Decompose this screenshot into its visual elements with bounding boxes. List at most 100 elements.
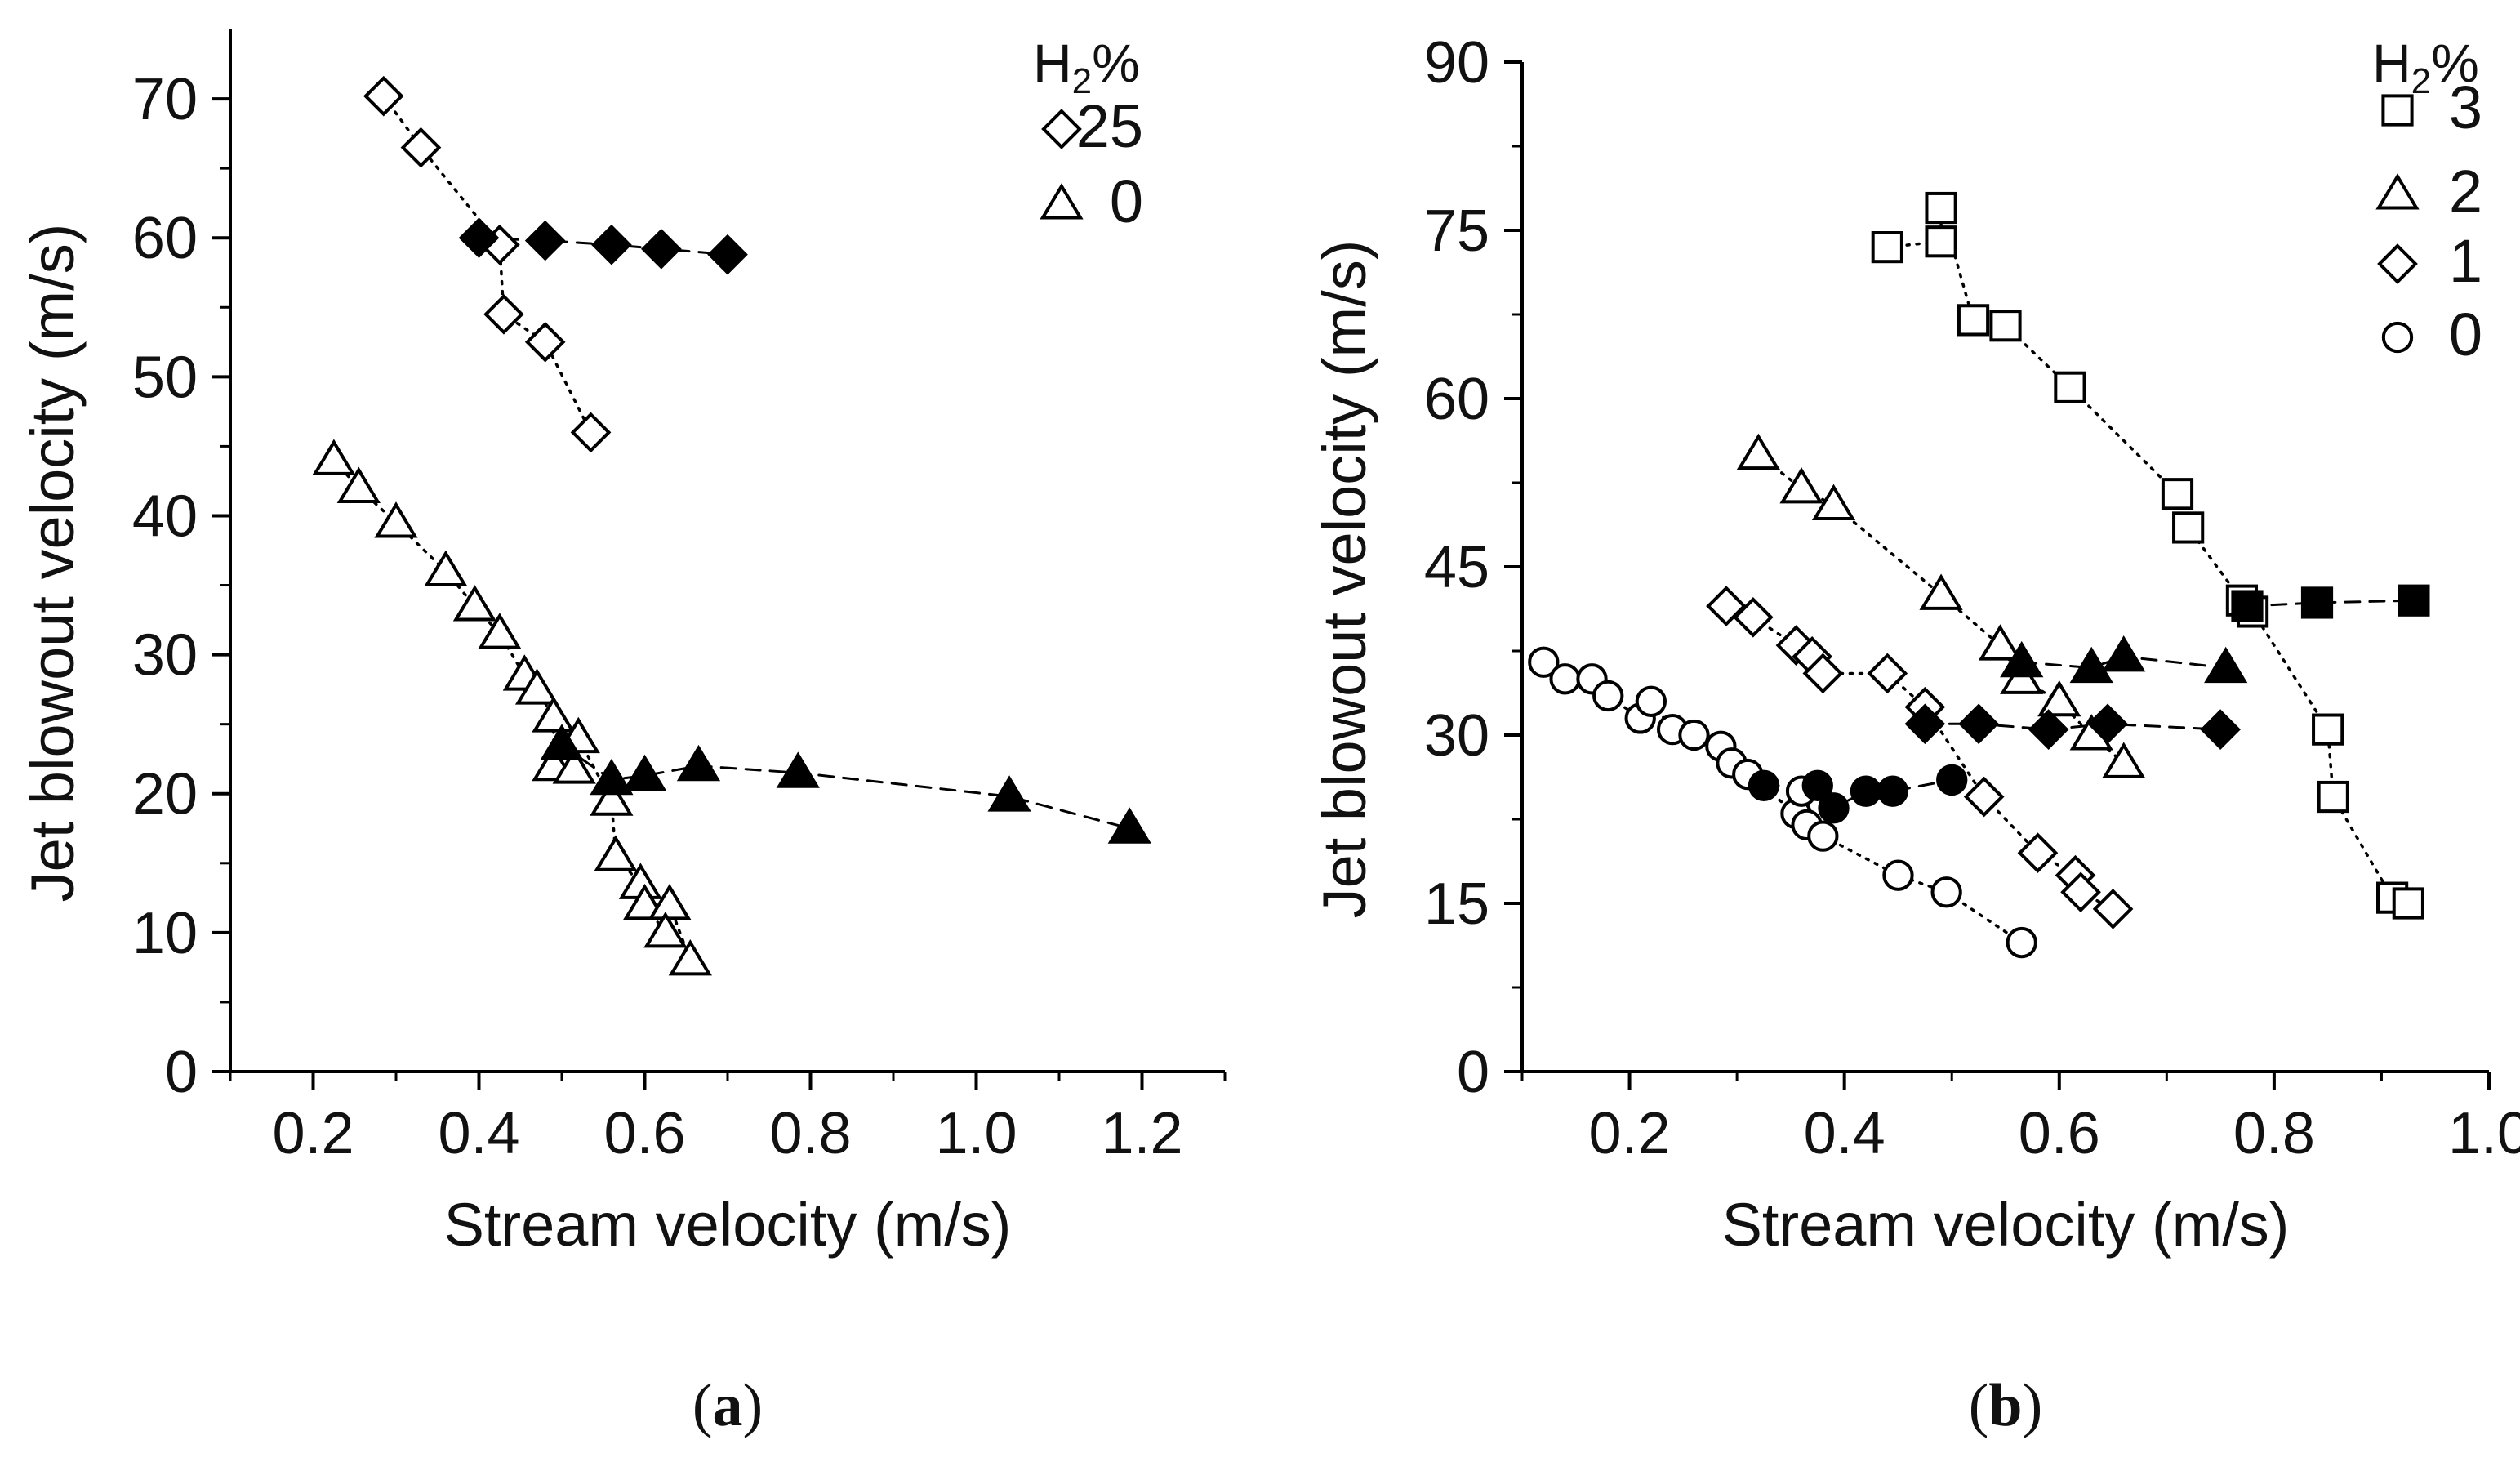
legend-entry-label: 0	[1110, 167, 1143, 235]
x-tick-label: 0.6	[603, 1101, 685, 1166]
data-point-triangle-filled	[540, 724, 584, 760]
series-trend-line	[382, 94, 593, 435]
data-point-circle-filled	[1850, 775, 1882, 807]
y-tick-label: 50	[132, 345, 198, 410]
legend-entry-label: 1	[2449, 227, 2482, 295]
x-tick-label: 0.6	[2019, 1101, 2100, 1166]
data-point-diamond-open	[363, 75, 404, 117]
data-point-circle-filled	[1936, 764, 1968, 796]
data-point-square-open	[1957, 304, 1990, 337]
x-axis-label: Stream velocity (m/s)	[1722, 1191, 2290, 1259]
data-point-triangle-filled	[2102, 635, 2146, 672]
y-tick-label: 60	[1424, 367, 1489, 432]
y-tick-label: 20	[132, 762, 198, 827]
data-point-square-open	[2054, 371, 2086, 403]
x-tick-label: 0.2	[272, 1101, 354, 1166]
x-axis-label: Stream velocity (m/s)	[444, 1191, 1012, 1259]
y-axis-label: Jet blowout velocity (m/s)	[19, 224, 87, 903]
data-point-diamond-filled	[2200, 709, 2241, 750]
data-point-triangle-filled	[776, 751, 820, 788]
data-point-circle-open	[1528, 646, 1560, 678]
x-tick-label: 1.0	[935, 1101, 1017, 1166]
data-point-diamond-filled	[2028, 709, 2069, 750]
data-point-circle-open	[1807, 820, 1839, 852]
data-point-triangle-filled	[1107, 807, 1151, 844]
data-point-triangle-open	[424, 550, 468, 587]
data-point-square-filled	[2300, 586, 2334, 619]
data-point-triangle-open	[1978, 624, 2023, 661]
data-point-diamond-filled	[1958, 703, 1999, 745]
data-point-square-open	[2172, 511, 2205, 544]
data-point-triangle-open	[312, 439, 356, 475]
data-point-diamond-filled	[591, 224, 632, 265]
data-point-diamond-open	[1867, 653, 1908, 694]
series-trend-line	[2246, 599, 2415, 608]
legend: H2%25 0	[1033, 33, 1143, 235]
data-point-triangle-open	[648, 883, 692, 920]
x-tick-label: 0.2	[1589, 1101, 1671, 1166]
data-point-circle-filled	[1801, 769, 1833, 801]
series-trend-line	[2020, 655, 2228, 670]
data-point-diamond-open	[2092, 889, 2134, 929]
legend-entry-label: 0	[2449, 301, 2482, 368]
data-point-circle-filled	[1877, 775, 1909, 807]
legend-title: H2%	[1033, 33, 1140, 101]
data-point-triangle-filled	[2204, 646, 2248, 684]
y-axis-label: Jet blowout velocity (m/s)	[1311, 240, 1378, 919]
legend-entry-label: 2	[2449, 158, 2482, 225]
x-tick-label: 0.8	[2233, 1101, 2315, 1166]
data-point-diamond-open	[1802, 653, 1844, 694]
data-point-triangle-open	[2037, 680, 2081, 717]
panel-label: (b)	[1969, 1372, 2042, 1439]
data-point-triangle-open	[1736, 433, 1781, 470]
data-point-triangle-open	[514, 668, 559, 705]
data-point-triangle-open	[374, 501, 418, 538]
y-tick-label: 70	[132, 67, 198, 132]
data-point-diamond-open	[2060, 871, 2101, 913]
data-point-triangle-open	[643, 911, 688, 948]
data-point-square-open	[2161, 478, 2194, 510]
data-point-diamond-open	[400, 127, 442, 168]
legend-diamond-icon	[2377, 243, 2418, 284]
x-tick-label: 1.0	[2448, 1101, 2520, 1166]
data-point-triangle-filled	[2069, 646, 2113, 684]
data-point-square-filled	[2231, 590, 2264, 622]
data-point-diamond-filled	[640, 228, 682, 270]
data-point-circle-filled	[1748, 769, 1780, 801]
data-point-triangle-filled	[987, 775, 1031, 812]
data-point-triangle-open	[336, 466, 381, 503]
data-point-square-open	[1989, 310, 2022, 342]
data-point-square-open	[2312, 713, 2344, 746]
data-point-diamond-filled	[2087, 703, 2128, 745]
data-point-diamond-open	[1733, 596, 1774, 638]
data-point-diamond-open	[570, 412, 612, 453]
legend-triangle-icon	[1040, 183, 1084, 220]
x-tick-label: 0.4	[1804, 1101, 1886, 1166]
data-point-diamond-open	[483, 293, 524, 335]
data-point-triangle-open	[552, 747, 596, 784]
legend-triangle-icon	[2375, 173, 2420, 210]
data-point-diamond-filled	[524, 220, 566, 261]
x-tick-label: 0.4	[438, 1101, 519, 1166]
data-point-triangle-filled	[622, 754, 667, 791]
data-point-circle-open	[1678, 719, 1710, 751]
data-point-diamond-filled	[458, 217, 500, 259]
y-tick-label: 10	[132, 901, 198, 966]
data-point-circle-open	[1592, 680, 1624, 712]
data-point-diamond-filled	[707, 234, 748, 275]
data-point-triangle-filled	[676, 744, 721, 782]
data-point-triangle-open	[1919, 573, 1963, 610]
legend-square-icon	[2381, 94, 2414, 127]
data-point-circle-filled	[1818, 792, 1850, 824]
data-point-triangle-open	[1811, 484, 1856, 520]
y-tick-label: 0	[165, 1040, 198, 1105]
y-tick-label: 30	[1424, 703, 1489, 769]
data-point-triangle-open	[2102, 742, 2146, 778]
data-point-triangle-open	[668, 939, 712, 976]
data-point-triangle-open	[1779, 466, 1823, 504]
legend-diamond-icon	[1041, 109, 1082, 149]
panel-label: (a)	[692, 1372, 763, 1439]
data-point-square-open	[1871, 231, 1903, 264]
